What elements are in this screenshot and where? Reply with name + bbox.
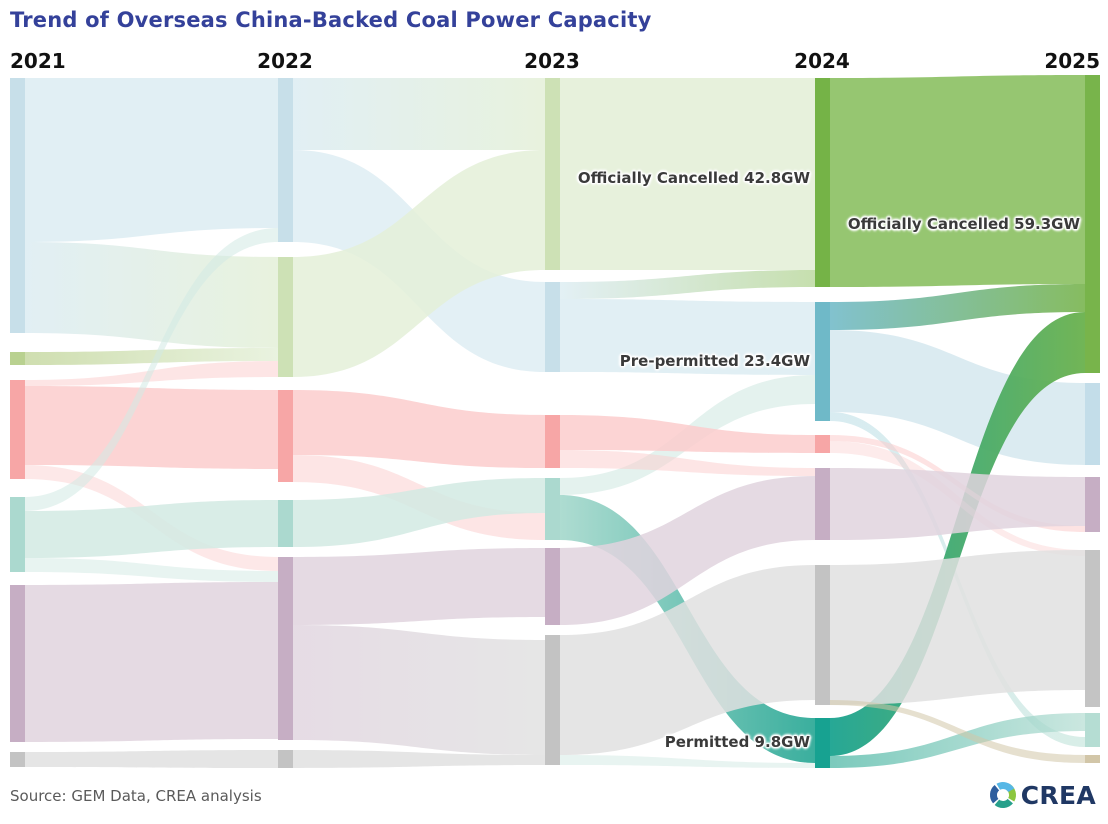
sankey-node-2022-blue <box>278 78 293 242</box>
sankey-link <box>25 558 278 582</box>
year-tick-2022: 2022 <box>257 49 313 73</box>
sankey-node-2023-purple <box>545 548 560 625</box>
year-tick-2021: 2021 <box>10 49 66 73</box>
sankey-link <box>560 299 815 375</box>
sankey-link <box>25 78 278 242</box>
source-note: Source: GEM Data, CREA analysis <box>10 787 262 805</box>
sankey-node-2024-cancelled <box>815 78 830 287</box>
sankey-link <box>830 713 1085 768</box>
sankey-node-2022-purple <box>278 557 293 740</box>
node-label: Permitted 9.8GW <box>664 733 810 751</box>
sankey-node-2025-lightteal <box>1085 713 1100 747</box>
sankey-link <box>293 150 545 377</box>
sankey-node-2022-green <box>278 257 293 377</box>
sankey-node-2024-prepermitted <box>815 302 830 421</box>
sankey-node-2022-pink <box>278 390 293 482</box>
sankey-node-2023-blue <box>545 282 560 372</box>
sankey-link <box>560 415 815 453</box>
sankey-link <box>830 550 1085 705</box>
sankey-link <box>25 582 278 742</box>
sankey-node-2025-cancelled <box>1085 75 1100 373</box>
node-label: Officially Cancelled 59.3GW <box>847 215 1080 233</box>
sankey-link <box>560 565 815 755</box>
sankey-node-2025-blue <box>1085 383 1100 465</box>
sankey-node-2022-gray <box>278 750 293 768</box>
sankey-node-2021-purple <box>10 585 25 742</box>
sankey-link <box>25 750 278 768</box>
sankey-node-2025-tan <box>1085 755 1100 763</box>
year-tick-2025: 2025 <box>1044 49 1100 73</box>
sankey-node-2025-gray <box>1085 550 1100 707</box>
sankey-node-2021-pink <box>10 380 25 479</box>
crea-logo-text: CREA <box>1020 780 1096 810</box>
sankey-link <box>560 476 815 625</box>
sankey-node-2021-olive <box>10 352 25 365</box>
sankey-link <box>830 700 1085 763</box>
sankey-link <box>293 78 545 150</box>
sankey-node-2023-teal <box>545 478 560 540</box>
sankey-link <box>293 625 545 755</box>
year-tick-2023: 2023 <box>524 49 580 73</box>
sankey-node-2024-pink <box>815 435 830 453</box>
sankey-node-2023-pink <box>545 415 560 468</box>
sankey-link <box>293 750 545 768</box>
sankey-link <box>293 548 545 625</box>
sankey-link <box>830 330 1085 465</box>
sankey-link <box>560 78 815 270</box>
sankey-link <box>293 390 545 468</box>
node-label: Pre-permitted 23.4GW <box>619 352 810 370</box>
year-tick-2024: 2024 <box>794 49 850 73</box>
sankey-node-2021-gray <box>10 752 25 767</box>
sankey-link <box>560 755 815 768</box>
sankey-link <box>25 228 278 511</box>
sankey-node-2024-permitted <box>815 718 830 768</box>
sankey-node-2023-green <box>545 78 560 270</box>
sankey-node-2024-gray <box>815 565 830 705</box>
sankey-link <box>830 312 1085 756</box>
sankey-link <box>560 270 815 299</box>
sankey-link <box>25 348 278 365</box>
sankey-link <box>830 75 1085 287</box>
crea-pinwheel-icon <box>989 782 1016 808</box>
sankey-node-2021-blue <box>10 78 25 333</box>
sankey-link <box>25 500 278 558</box>
sankey-node-2022-teal <box>278 500 293 547</box>
sankey-link <box>830 468 1085 540</box>
sankey-link <box>25 386 278 469</box>
sankey-node-2024-purple <box>815 468 830 540</box>
node-label: Officially Cancelled 42.8GW <box>577 169 810 187</box>
sankey-node-2021-teal <box>10 497 25 572</box>
sankey-link <box>25 242 278 348</box>
sankey-link <box>560 450 815 476</box>
sankey-node-2023-gray <box>545 635 560 765</box>
crea-logo: CREA <box>988 779 1096 811</box>
page-title: Trend of Overseas China-Backed Coal Powe… <box>10 8 652 32</box>
sankey-link <box>293 478 545 547</box>
sankey-node-2025-purple <box>1085 477 1100 532</box>
sankey-link <box>830 284 1085 330</box>
